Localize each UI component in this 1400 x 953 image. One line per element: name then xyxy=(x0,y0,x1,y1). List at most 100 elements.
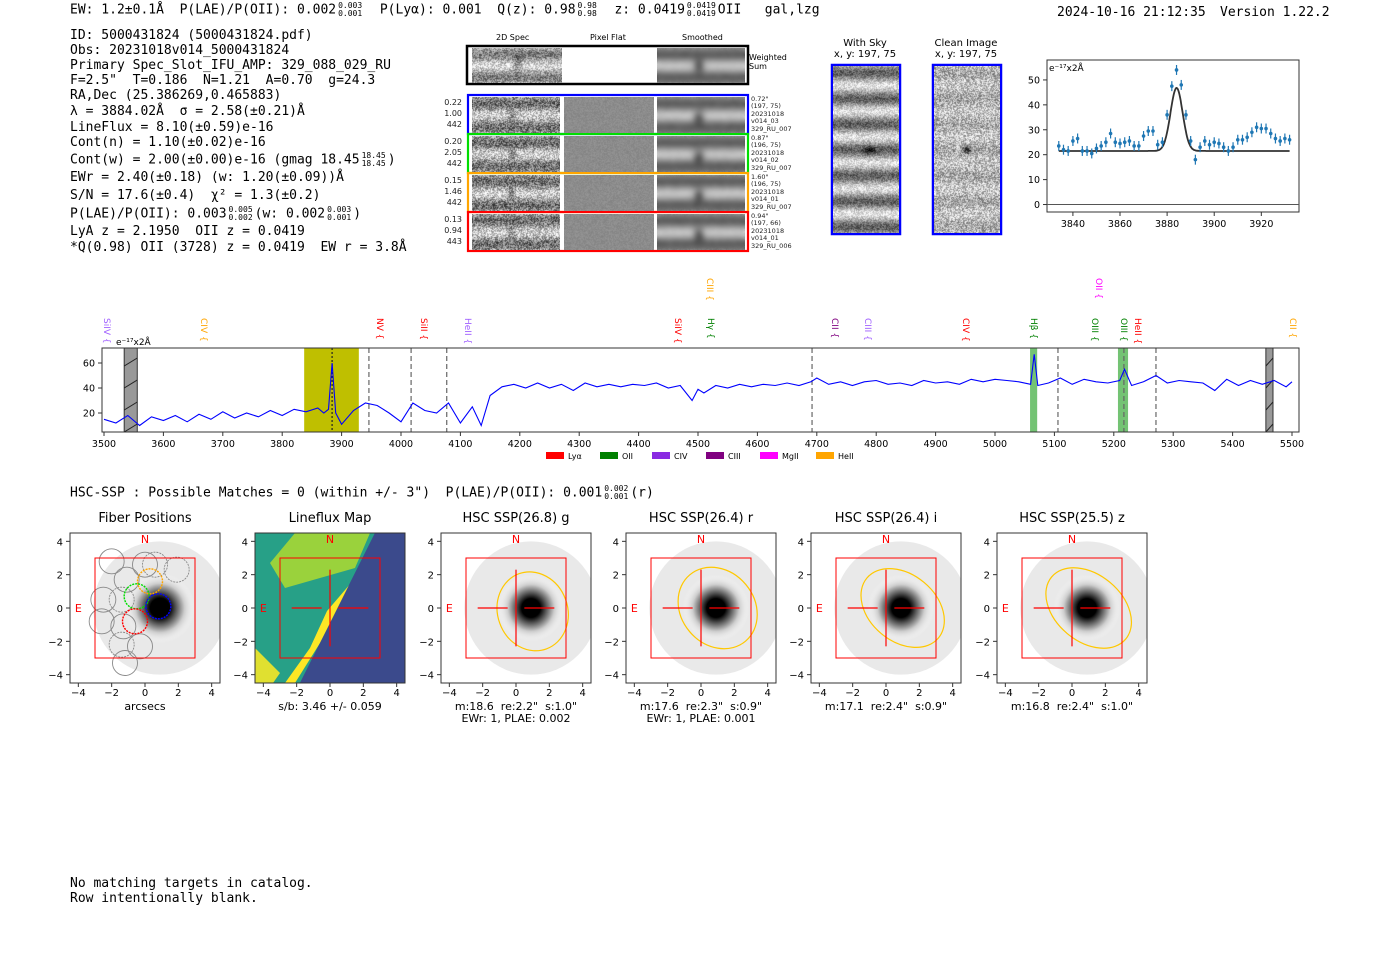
y-tick-label: 0 xyxy=(242,604,248,615)
data-point xyxy=(1226,149,1231,153)
data-point xyxy=(1221,145,1226,150)
emission-line-label: CIII { xyxy=(704,278,714,301)
fiber-circle xyxy=(110,613,137,640)
info-line: EWr = 2.40(±0.18) (w: 1.20(±0.09))Å xyxy=(70,170,344,185)
text-segment: ID: 5000431824 (5000431824.pdf) xyxy=(70,28,313,43)
row-right-info: 0.94" (197, 66) 20231018 v014_01 329_RU_… xyxy=(751,211,792,250)
spectrum-line xyxy=(103,354,1293,428)
row-smoothed-image xyxy=(657,175,745,211)
data-point xyxy=(1071,139,1075,143)
text-segment: OII gal,lzg xyxy=(717,2,820,18)
info-line: Cont(w) = 2.00(±0.00)e-16 (gmag 18.45 18.… xyxy=(70,152,396,168)
x-tick-label: 4100 xyxy=(448,439,472,450)
info-line: RA,Dec (25.386269,0.465883) xyxy=(70,88,281,103)
y-tick-label: −4 xyxy=(48,671,63,682)
x-tick-label: 5100 xyxy=(1042,439,1066,450)
y-tick-label: 40 xyxy=(1028,100,1040,111)
north-label: N xyxy=(326,533,334,546)
east-label: E xyxy=(1002,602,1009,615)
panel-title: HSC SSP(25.5) z xyxy=(1019,511,1125,526)
y-tick-label: −2 xyxy=(975,637,990,648)
data-point xyxy=(1061,147,1066,152)
y-tick-label: 0 xyxy=(984,604,990,615)
row-2d-spec-image xyxy=(472,97,560,133)
panel-caption: arcsecs xyxy=(124,700,166,713)
selected-fiber-circle xyxy=(136,568,164,595)
aperture-ellipse xyxy=(860,568,945,648)
text-segment: RA,Dec (25.386269,0.465883) xyxy=(70,88,282,103)
row-2d-spec-image xyxy=(472,136,560,172)
fiber-circle xyxy=(127,633,153,660)
text-segment: EW: 1.2±0.1Å P(LAE)/P(OII): 0.002 xyxy=(70,2,337,18)
fiber-circle xyxy=(142,551,168,578)
x-tick-label: 5500 xyxy=(1280,439,1304,450)
info-line: Obs: 20231018v014_5000431824 xyxy=(70,43,289,58)
row-2d-spec-image xyxy=(472,214,560,250)
version: Version 1.22.2 xyxy=(1220,5,1330,20)
x-tick-label: −2 xyxy=(104,688,119,699)
data-point xyxy=(1184,113,1188,117)
panel-caption: m:17.6 re:2.3" s:0.9" EWr: 1, PLAE: 0.00… xyxy=(639,700,763,725)
data-point xyxy=(1118,141,1122,146)
data-point xyxy=(1160,140,1165,145)
data-point xyxy=(1174,68,1179,72)
uncertainty-range: 0.005 0.002 xyxy=(229,206,253,222)
x-tick-label: 2 xyxy=(175,688,181,699)
x-tick-label: 4 xyxy=(208,688,214,699)
panel-image xyxy=(626,533,776,683)
north-label: N xyxy=(512,533,520,546)
hatch-mark xyxy=(123,423,138,433)
panel-title: Lineflux Map xyxy=(288,511,372,526)
x-tick-label: 3600 xyxy=(151,439,175,450)
y-tick-label: −4 xyxy=(789,671,804,682)
data-point xyxy=(1273,136,1278,141)
emission-line-label: HeII { xyxy=(1132,318,1142,344)
y-tick-label: 0 xyxy=(798,604,804,615)
emission-line-label: Hβ { xyxy=(1028,318,1038,339)
text-segment: (r) xyxy=(630,485,654,501)
row-pixel-flat-image xyxy=(564,214,654,250)
fov-box xyxy=(650,557,752,659)
x-tick-label: 4500 xyxy=(686,439,710,450)
data-point xyxy=(1099,144,1103,148)
weighted-sum-label: Weighted Sum xyxy=(749,53,787,71)
panel-caption: s/b: 3.46 +/- 0.059 xyxy=(278,700,382,713)
emission-line-label: OIII { xyxy=(1089,318,1099,342)
upper-bound: 0.003 xyxy=(327,205,352,214)
x-tick-label: −2 xyxy=(1031,688,1046,699)
upper-bound: 0.0419 xyxy=(686,1,716,10)
data-point xyxy=(1287,137,1292,142)
legend-swatch xyxy=(706,452,724,459)
legend-swatch xyxy=(600,452,618,459)
highlight-band xyxy=(1117,348,1129,432)
text-segment: EWr = 2.40(±0.18) (w: 1.20(±0.09))Å xyxy=(70,170,344,185)
lower-bound: 0.001 xyxy=(604,492,629,501)
text-segment: Obs: 20231018v014_5000431824 xyxy=(70,43,290,58)
text-segment: P(Lyα): 0.001 Q(z): 0.98 xyxy=(364,2,576,18)
legend-label: MgII xyxy=(782,452,799,461)
y-tick-label: −4 xyxy=(419,671,434,682)
upper-bound: 0.003 xyxy=(338,1,363,10)
fiber-circle xyxy=(113,566,140,593)
emission-line-label: Hγ { xyxy=(705,318,715,339)
aperture-ellipse xyxy=(677,566,758,650)
row-2d-spec-image xyxy=(472,175,560,211)
y-tick-label: 4 xyxy=(242,537,248,548)
east-label: E xyxy=(816,602,823,615)
row-left-stats: 0.20 2.05 442 xyxy=(444,137,462,168)
info-line: LineFlux = 8.10(±0.59)e-16 xyxy=(70,120,274,135)
aperture-ellipse xyxy=(1045,567,1133,649)
uncertainty-range: 0.98 0.98 xyxy=(578,2,597,18)
text-segment: Primary Spec_Slot_IFU_AMP: 329_088_029_R… xyxy=(70,58,391,73)
x-tick-label: 4600 xyxy=(745,439,769,450)
text-segment: Cont(w) = 2.00(±0.00)e-16 (gmag 18.45 xyxy=(70,152,360,168)
data-point xyxy=(1132,144,1136,148)
x-tick-label: 3800 xyxy=(270,439,294,450)
x-tick-label: 0 xyxy=(327,688,333,699)
panel-image xyxy=(811,533,961,683)
uncertainty-range: 0.003 0.001 xyxy=(327,206,351,222)
y-tick-label: −2 xyxy=(604,637,619,648)
data-point xyxy=(1212,140,1217,145)
fit-plot-axes xyxy=(1046,59,1300,213)
hatch-mark xyxy=(1265,401,1274,411)
